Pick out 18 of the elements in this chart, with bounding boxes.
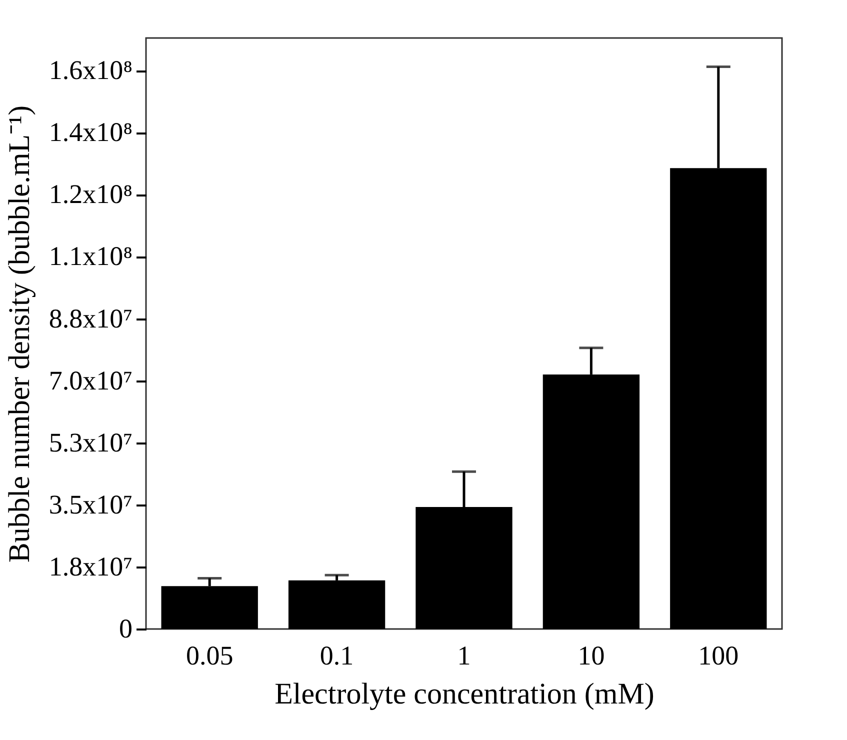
bar — [288, 580, 386, 629]
y-tick-label: 5.3x10⁷ — [48, 427, 132, 458]
y-tick-label: 7.0x10⁷ — [48, 365, 132, 396]
x-tick-label: 1 — [457, 640, 471, 670]
y-tick-label: 1.4x10⁸ — [48, 117, 132, 148]
x-axis-title: Electrolyte concentration (mM) — [274, 678, 654, 710]
y-tick-label: 1.8x10⁷ — [48, 551, 132, 582]
x-tick-label: 10 — [578, 640, 605, 670]
y-axis-title: Bubble number density (bubble.mL⁻¹) — [2, 105, 36, 563]
x-tick-label: 100 — [698, 640, 739, 670]
y-tick-label: 8.8x10⁷ — [48, 303, 132, 334]
y-tick-label: 0 — [119, 614, 132, 644]
x-tick-label: 0.1 — [320, 640, 354, 670]
y-tick-label: 1.2x10⁸ — [48, 179, 132, 210]
x-tick-label: 0.05 — [186, 640, 234, 670]
y-tick-label: 1.1x10⁸ — [48, 241, 132, 272]
y-tick-label: 3.5x10⁷ — [48, 489, 132, 520]
y-tick-label: 1.6x10⁸ — [48, 55, 132, 86]
